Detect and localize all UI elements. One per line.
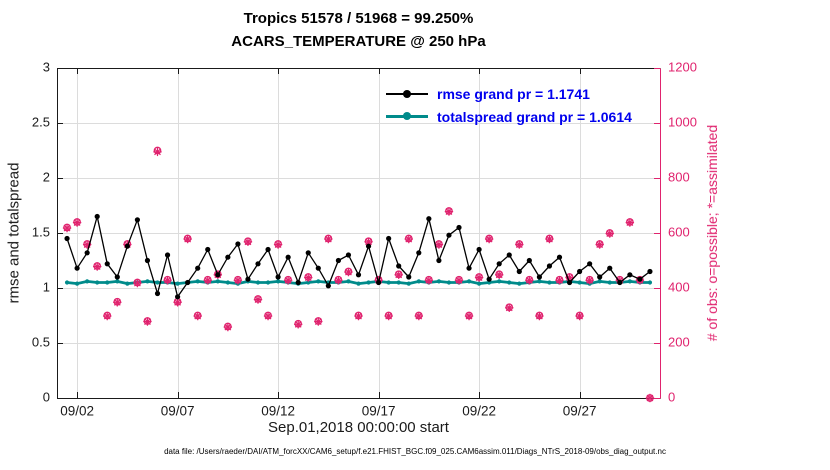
legend: rmse grand pr = 1.1741 totalspread grand… bbox=[386, 82, 632, 128]
legend-item-rmse: rmse grand pr = 1.1741 bbox=[386, 82, 632, 105]
legend-label-totalspread: totalspread grand pr = 1.0614 bbox=[437, 108, 632, 125]
rmse-marker-dot bbox=[403, 89, 411, 98]
chart-subtitle: ACARS_TEMPERATURE @ 250 hPa bbox=[231, 33, 486, 50]
right-axis-label: # of obs: o=possible; *=assimilated bbox=[704, 124, 720, 342]
chart-title: Tropics 51578 / 51968 = 99.250% bbox=[243, 10, 474, 27]
left-axis-label: rmse and totalspread bbox=[5, 162, 23, 304]
legend-label-rmse: rmse grand pr = 1.1741 bbox=[437, 85, 590, 102]
rmse-line-sample bbox=[386, 89, 428, 98]
data-file-caption: data file: /Users/raeder/DAI/ATM_forcXX/… bbox=[164, 447, 666, 456]
totalspread-marker-dot bbox=[403, 112, 411, 120]
totalspread-line-sample bbox=[386, 112, 428, 120]
legend-item-totalspread: totalspread grand pr = 1.0614 bbox=[386, 105, 632, 128]
x-axis-label: Sep.01,2018 00:00:00 start bbox=[268, 419, 449, 436]
